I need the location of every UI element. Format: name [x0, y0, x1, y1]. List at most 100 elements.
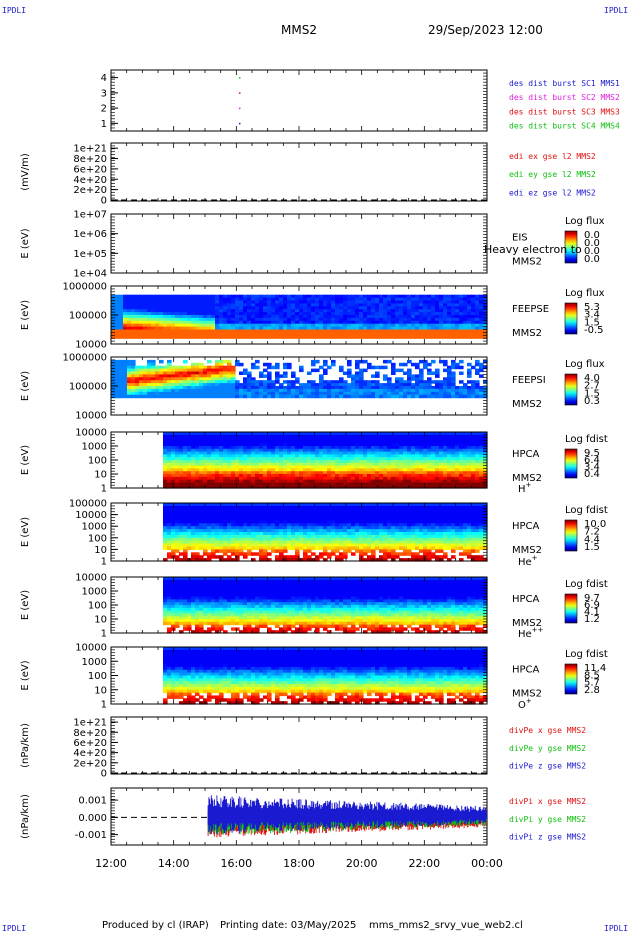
species-label-panel-5: H+: [518, 481, 532, 495]
colorbar-tick-label-panel-2: 0.0: [584, 246, 600, 257]
colorbar-title-panel-3: Log flux: [565, 288, 605, 299]
y-tick-label-panel-7: 100: [88, 601, 107, 612]
y-axis-label-panel-1: (mV/m): [20, 153, 31, 191]
colorbar-tick-label-panel-4: 4.0: [584, 373, 600, 384]
colorbar-panel-6: [564, 519, 578, 552]
colorbar-tick-label-panel-5: 9.5: [584, 448, 600, 459]
y-tick-label-panel-0: 3: [101, 88, 107, 99]
y-tick-label-panel-10: -0.001: [75, 830, 107, 841]
spectrogram-panel-7: [163, 577, 488, 634]
colorbar-tick-label-panel-7: 6.9: [584, 600, 600, 611]
corner-label-bottom-left: IPDLI: [2, 924, 27, 933]
colorbar-title-panel-7: Log fdist: [565, 579, 608, 590]
panel-frame-0: [110, 69, 488, 132]
corner-label-top-left: IPDLI: [2, 6, 27, 15]
colorbar-tick-label-panel-5: 6.4: [584, 455, 600, 466]
y-tick-label-panel-8: 10: [94, 685, 107, 696]
footer-produced-by: Produced by cl (IRAP): [102, 920, 209, 931]
y-tick-label-panel-5: 10000: [75, 428, 107, 439]
panel-frame-9: [110, 716, 488, 775]
panel-frame-6: [110, 502, 488, 562]
panel-frame-4: [110, 356, 488, 416]
colorbar-title-panel-5: Log fdist: [565, 434, 608, 445]
y-axis-label-panel-8: E (eV): [20, 660, 31, 690]
spectrogram-panel-4: [111, 359, 488, 399]
instrument-label-panel-8: HPCA: [512, 665, 540, 676]
spacecraft-label-panel-8: MMS2: [512, 689, 542, 700]
series-divpi-z: [207, 795, 487, 834]
legend-entry-panel-9: divPe y gse MMS2: [509, 744, 586, 753]
colorbar-panel-5: [564, 448, 578, 479]
colorbar-title-panel-8: Log fdist: [565, 649, 608, 660]
y-tick-label-panel-3: 1000000: [62, 282, 107, 293]
instrument-label-panel-5: HPCA: [512, 449, 540, 460]
x-tick-label: 00:00: [471, 857, 503, 870]
colorbar-tick-label-panel-7: 1.2: [584, 614, 600, 625]
y-axis-label-panel-3: E (eV): [20, 300, 31, 330]
y-tick-label-panel-8: 10000: [75, 643, 107, 654]
colorbar-panel-4: [564, 373, 578, 406]
y-tick-label-panel-9: 2e+20: [73, 758, 107, 769]
instrument-label-panel-7: HPCA: [512, 594, 540, 605]
colorbar-tick-label-panel-8: 5.7: [584, 678, 600, 689]
y-tick-label-panel-3: 10000: [75, 340, 107, 351]
scatter-point: [238, 107, 241, 110]
colorbar-panel-8: [564, 663, 578, 695]
y-axis-label-panel-9: (nPa/km): [20, 723, 31, 768]
footer-filename: mms_mms2_srvy_vue_web2.cl: [369, 920, 523, 931]
legend-entry-panel-0: des dist burst SC1 MMS1: [509, 79, 620, 88]
y-axis-label-panel-2: E (eV): [20, 228, 31, 258]
colorbar-panel-3: [564, 302, 578, 335]
y-tick-label-panel-1: 6e+20: [73, 164, 107, 175]
y-tick-label-panel-1: 0: [101, 195, 107, 206]
legend-entry-panel-1: edi ez gse l2 MMS2: [509, 188, 596, 197]
y-tick-label-panel-0: 4: [101, 73, 107, 84]
colorbar-tick-label-panel-3: 1.5: [584, 317, 600, 328]
y-tick-label-panel-9: 8e+20: [73, 728, 107, 739]
y-tick-label-panel-2: 1e+05: [73, 249, 107, 260]
y-tick-label-panel-5: 10: [94, 470, 107, 481]
corner-label-top-right: IPDLI: [604, 6, 629, 15]
y-tick-label-panel-1: 4e+20: [73, 175, 107, 186]
legend-entry-panel-10: divPi z gse MMS2: [509, 833, 586, 842]
colorbar-tick-label-panel-2: 0.0: [584, 254, 600, 265]
colorbar-tick-label-panel-7: 9.7: [584, 593, 600, 604]
y-tick-label-panel-1: 8e+20: [73, 154, 107, 165]
colorbar-tick-label-panel-4: 1.5: [584, 388, 600, 399]
spectrogram-panel-3: [111, 294, 488, 339]
spacecraft-label-panel-4: MMS2: [512, 399, 542, 410]
y-tick-label-panel-5: 1000: [82, 442, 107, 453]
colorbar-tick-label-panel-8: 11.4: [584, 663, 606, 674]
colorbar-tick-label-panel-3: 3.4: [584, 310, 600, 321]
colorbar-tick-label-panel-5: 0.4: [584, 469, 600, 480]
y-tick-label-panel-9: 1e+21: [73, 718, 107, 729]
scatter-point: [238, 77, 241, 79]
y-axis-label-panel-10: (nPa/km): [20, 794, 31, 839]
y-tick-label-panel-6: 100: [88, 533, 107, 544]
corner-label-bottom-right: IPDLI: [604, 924, 629, 933]
y-tick-label-panel-6: 10000: [75, 510, 107, 521]
colorbar-panel-7: [564, 593, 578, 624]
spacecraft-label-panel-5: MMS2: [512, 473, 542, 484]
spectrogram-panel-5: [163, 432, 488, 489]
instrument-label-panel-2: EIS: [512, 233, 528, 244]
y-tick-label-panel-1: 1e+21: [73, 144, 107, 155]
y-tick-label-panel-9: 0: [101, 768, 107, 779]
colorbar-tick-label-panel-3: 5.3: [584, 302, 600, 313]
legend-entry-panel-10: divPi x gse MMS2: [509, 797, 586, 806]
colorbar-tick-label-panel-2: 0.0: [584, 238, 600, 249]
y-tick-label-panel-1: 2e+20: [73, 185, 107, 196]
x-tick-label: 22:00: [408, 857, 440, 870]
y-tick-label-panel-7: 10000: [75, 573, 107, 584]
x-tick-label: 12:00: [95, 857, 127, 870]
y-tick-label-panel-4: 1000000: [62, 353, 107, 364]
instrument-label-panel-3: FEEPSE: [512, 304, 549, 315]
spacecraft-label-panel-7: MMS2: [512, 618, 542, 629]
legend-entry-panel-0: des dist burst SC4 MMS4: [509, 122, 620, 131]
colorbar-tick-label-panel-5: 3.4: [584, 462, 600, 473]
y-tick-label-panel-6: 1: [101, 557, 107, 568]
legend-entry-panel-0: des dist burst SC2 MMS2: [509, 93, 620, 102]
colorbar-tick-label-panel-2: 0.0: [584, 230, 600, 241]
spacecraft-label-panel-2: MMS2: [512, 257, 542, 268]
